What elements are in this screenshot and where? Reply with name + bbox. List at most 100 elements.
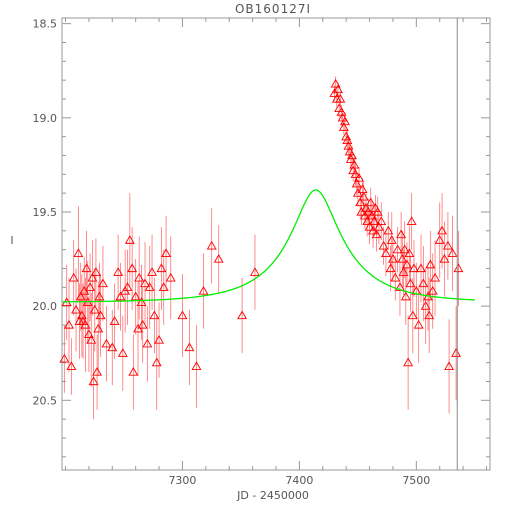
data-point [66, 361, 77, 371]
data-point [427, 285, 438, 295]
data-point [453, 263, 464, 273]
model-line [62, 189, 475, 303]
data-point [364, 221, 375, 231]
data-point [409, 263, 419, 273]
data-point [444, 361, 455, 371]
model-curve [62, 189, 475, 303]
data-point [97, 278, 108, 288]
data-point [403, 357, 414, 367]
data-point [165, 272, 176, 282]
data-point [87, 272, 98, 282]
data-point [333, 84, 343, 94]
data-point [351, 178, 362, 188]
data-point [198, 285, 209, 295]
data-point [86, 334, 97, 344]
data-point [154, 334, 165, 344]
data-point [363, 206, 374, 216]
data-point [376, 216, 387, 226]
data-point [387, 253, 398, 263]
y-tick-label: 20.5 [33, 394, 58, 407]
data-point [394, 282, 405, 291]
data-point [64, 319, 74, 329]
y-tick-label: 20.0 [33, 300, 58, 313]
data-point [109, 316, 120, 325]
x-tick-label: 7300 [168, 474, 196, 487]
data-point [184, 342, 195, 352]
data-point [413, 319, 424, 329]
data-point [416, 263, 426, 273]
data-point [385, 263, 396, 273]
data-point [95, 310, 106, 320]
data-point [85, 282, 96, 291]
data-point [372, 206, 383, 216]
data-point [401, 259, 412, 269]
data-point [140, 278, 151, 288]
plot-frame [61, 17, 491, 471]
data-point [124, 235, 135, 244]
data-point [386, 235, 397, 244]
data-point [406, 216, 417, 226]
data-point [407, 310, 418, 320]
data-point [127, 263, 138, 273]
data-point [350, 169, 361, 178]
data-point [237, 310, 248, 320]
data-point [439, 253, 450, 263]
data-point [88, 376, 99, 386]
plot-border [61, 17, 491, 471]
data-point [117, 348, 128, 357]
data-point [113, 267, 124, 276]
data-point [177, 310, 188, 320]
data-point [151, 357, 162, 367]
data-point [149, 310, 160, 320]
data-point [434, 235, 445, 244]
data-point [396, 229, 407, 239]
data-point [142, 338, 153, 348]
data-point [89, 304, 100, 314]
data-point [362, 216, 373, 226]
data-point [71, 304, 82, 314]
data-point [340, 116, 350, 126]
data-point [398, 267, 409, 276]
data-point [161, 248, 172, 258]
data-point [330, 78, 341, 88]
x-axis-ticks: 7300 7400 7500 [65, 18, 487, 487]
data-point [424, 310, 435, 320]
data-point [156, 263, 167, 273]
data-point [128, 366, 139, 376]
data-point [447, 248, 458, 258]
data-point [134, 272, 145, 282]
y-tick-label: 19.5 [33, 206, 58, 219]
data-point [420, 301, 431, 310]
data-point [93, 323, 104, 333]
data-point [107, 342, 118, 352]
error-bars [63, 76, 459, 420]
data-point [380, 248, 391, 258]
data-point [338, 122, 349, 131]
data-point [437, 225, 448, 235]
data-point [442, 240, 453, 250]
data-point [137, 319, 148, 329]
data-point [430, 272, 441, 282]
data-point [92, 366, 103, 376]
data-point [392, 244, 403, 254]
data-point [158, 282, 169, 291]
data-point [349, 159, 360, 169]
data-point [68, 272, 79, 282]
data-point [378, 240, 389, 250]
data-point [90, 267, 101, 276]
data-point [335, 93, 346, 103]
data-point [249, 267, 260, 276]
data-point [213, 253, 224, 263]
data-point [130, 291, 141, 301]
chart-title: OB160127I [235, 2, 311, 16]
y-axis-label: I [10, 234, 13, 247]
data-point [73, 248, 84, 258]
data-point [347, 150, 357, 160]
data-point [122, 282, 133, 291]
data-point [59, 353, 70, 363]
data-point [365, 197, 376, 207]
data-points [59, 78, 464, 386]
data-point [101, 338, 112, 348]
data-point [147, 267, 158, 276]
